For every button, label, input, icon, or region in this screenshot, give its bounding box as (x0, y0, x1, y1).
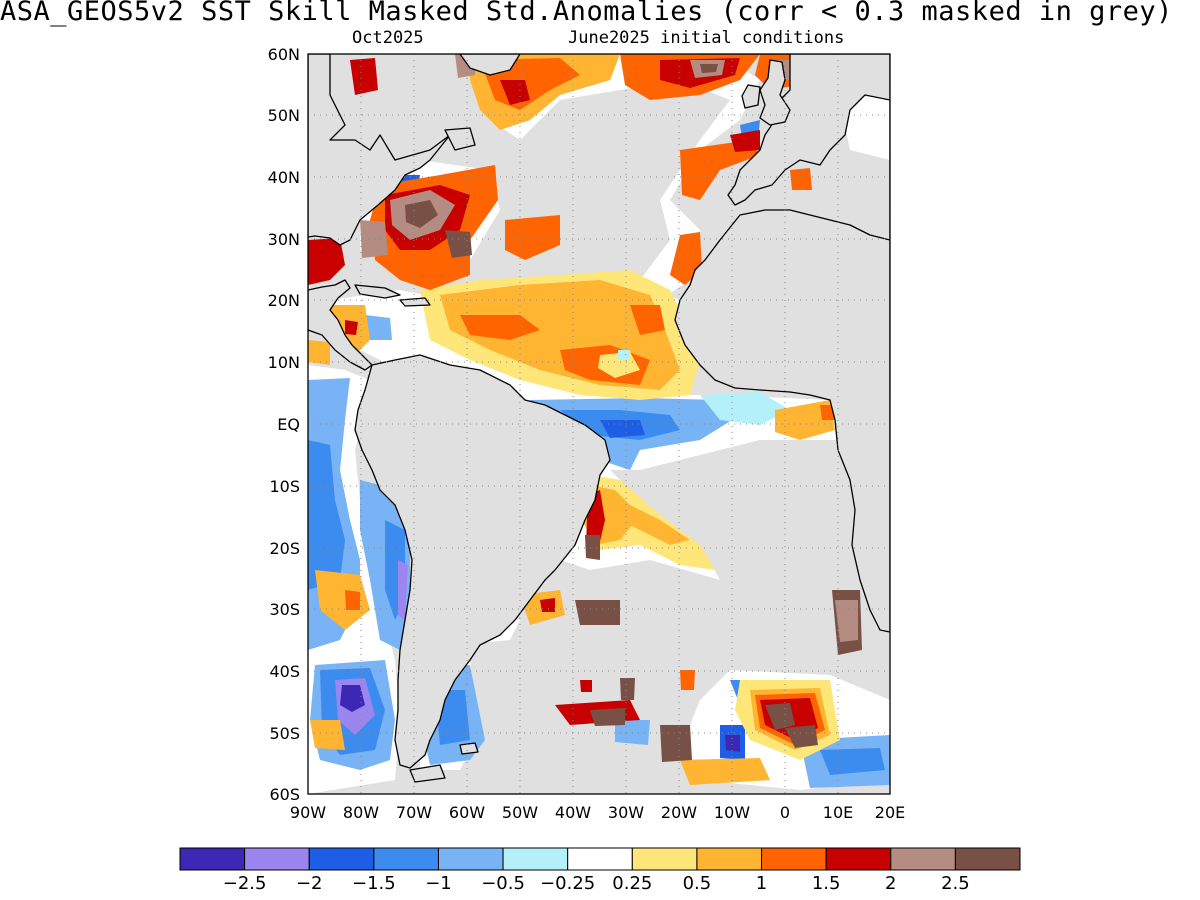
colorbar-label: 1 (756, 873, 767, 894)
colorbar-swatch (179, 847, 246, 871)
lon-tick-label: 20E (875, 803, 905, 822)
colorbar-label: 0.25 (612, 873, 652, 894)
colorbar-swatch (244, 847, 310, 871)
lon-tick-label: 40W (555, 803, 591, 822)
colorbar-swatch (308, 847, 375, 871)
colorbar-label: 0.5 (683, 873, 712, 894)
colorbar-swatch (502, 847, 569, 871)
lon-tick-label: 50W (502, 803, 538, 822)
colorbar-label: −2 (296, 873, 323, 894)
colorbar-label: −1 (425, 873, 452, 894)
colorbar-swatch (954, 847, 1021, 871)
colorbar-swatch (631, 847, 698, 871)
colorbar-label: 2 (885, 873, 896, 894)
lon-tick-label: 70W (396, 803, 432, 822)
colorbar-label: −1.5 (352, 873, 396, 894)
lat-tick-label: 40S (269, 662, 300, 681)
lat-tick-label: 50S (269, 724, 300, 743)
lat-tick-label: 20N (268, 291, 300, 310)
lat-tick-label: 20S (269, 539, 300, 558)
lat-tick-label: 10S (269, 477, 300, 496)
colorbar-swatch (567, 847, 633, 871)
colorbar-label: −0.25 (540, 873, 595, 894)
colorbar-label: 2.5 (941, 873, 970, 894)
colorbar-label: −2.5 (223, 873, 267, 894)
lon-tick-label: 20W (661, 803, 697, 822)
colorbar-label: −0.5 (481, 873, 525, 894)
lat-tick-label: 60S (269, 785, 300, 804)
lon-tick-label: 10W (714, 803, 750, 822)
colorbar-swatch (761, 847, 827, 871)
colorbar-swatch (373, 847, 439, 871)
colorbar: −2.5 −2 −1.5 −1 −0.5 −0.25 0.25 0.5 1 1.5 2 2.5 (179, 847, 1021, 894)
lat-tick-label: 30S (269, 600, 300, 619)
graticule (308, 54, 890, 794)
lat-tick-label: 30N (268, 230, 300, 249)
lon-tick-label: 60W (449, 803, 485, 822)
lon-tick-label: 10E (823, 803, 853, 822)
lat-tick-label: 10N (268, 353, 300, 372)
figure-title: ASA_GEOS5v2 SST Skill Masked Std.Anomali… (0, 0, 1173, 27)
colorbar-label: 1.5 (812, 873, 841, 894)
lon-tick-label: 80W (343, 803, 379, 822)
lat-tick-label: 40N (268, 168, 300, 187)
forecast-month-label: Oct2025 (352, 28, 424, 48)
colorbar-swatch (890, 847, 956, 871)
lon-tick-label: 30W (608, 803, 644, 822)
map-frame (307, 53, 891, 795)
longitude-axis: 90W 80W 70W 60W 50W 40W 30W 20W 10W 0 10… (290, 803, 905, 822)
lon-tick-label: 0 (780, 803, 790, 822)
colorbar-swatch (696, 847, 763, 871)
land-masses (308, 54, 890, 783)
colorbar-swatch (825, 847, 892, 871)
latitude-axis: 60N 50N 40N 30N 20N 10N EQ 10S 20S 30S 4… (268, 45, 300, 804)
lon-tick-label: 90W (290, 803, 326, 822)
colorbar-swatch (437, 847, 504, 871)
lat-tick-label: 50N (268, 106, 300, 125)
init-conditions-label: June2025 initial conditions (568, 28, 845, 48)
lat-tick-label: EQ (277, 415, 300, 434)
lat-tick-label: 60N (268, 45, 300, 64)
